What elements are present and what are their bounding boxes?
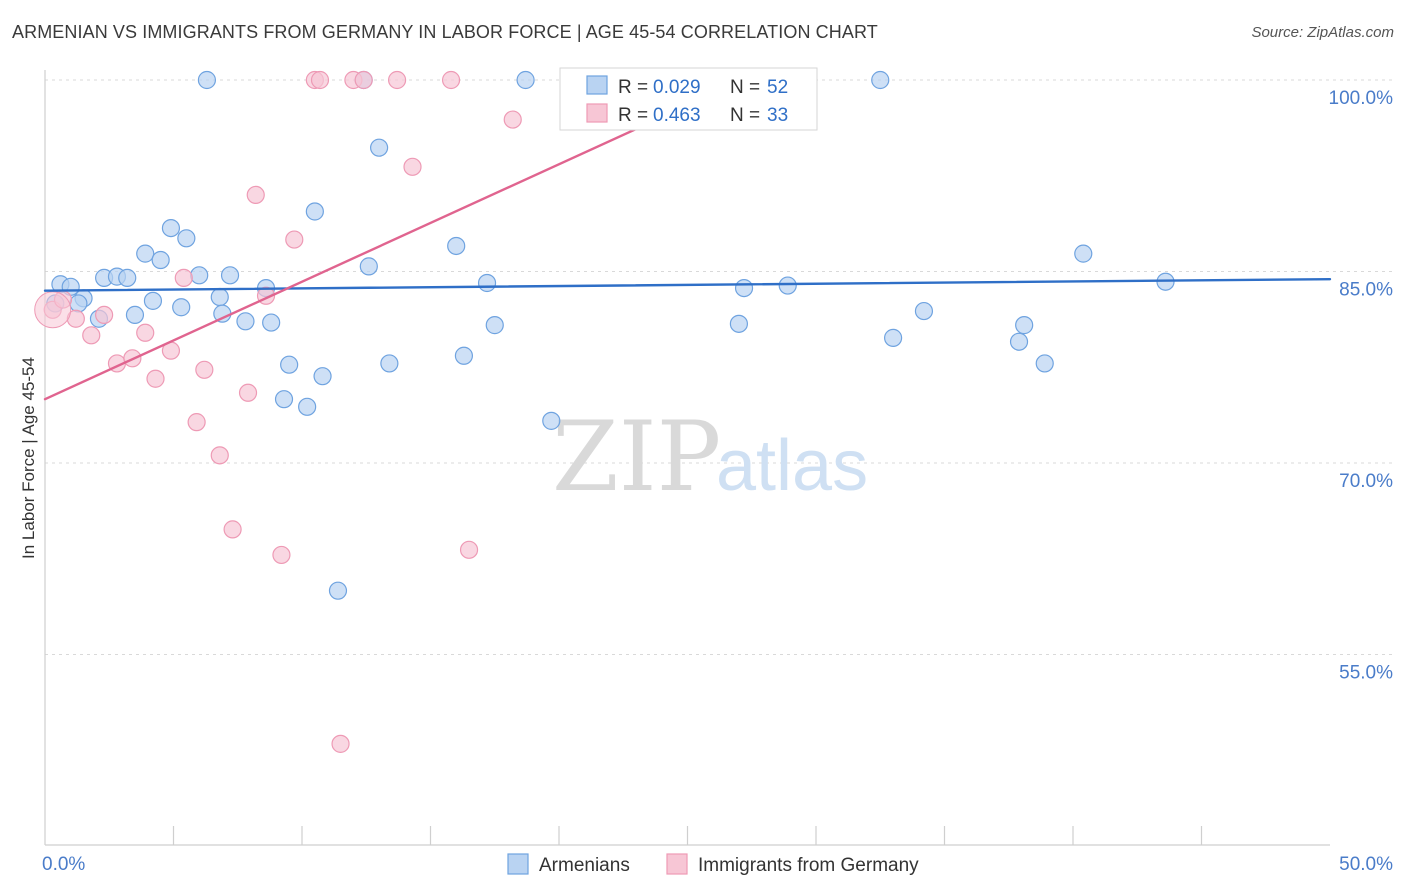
y-tick-label-2: 70.0%	[1339, 471, 1393, 492]
point-germany-15	[238, 383, 258, 402]
point-armenians-47	[1009, 332, 1029, 351]
point-armenians-48	[1015, 316, 1034, 335]
bottom-legend-swatch-armenians	[507, 853, 529, 875]
point-armenians-11	[143, 291, 163, 310]
point-armenians-24	[280, 355, 299, 374]
point-germany-27	[441, 70, 461, 90]
point-armenians-35	[454, 346, 474, 365]
point-armenians-16	[190, 266, 209, 285]
x-tick-label-1: 50.0%	[1339, 854, 1393, 875]
point-armenians-34	[447, 236, 466, 256]
point-germany-10	[174, 268, 193, 287]
point-armenians-20	[220, 266, 240, 285]
point-armenians-27	[305, 202, 324, 221]
point-germany-7	[136, 323, 155, 342]
point-armenians-39	[542, 411, 561, 430]
point-germany-25	[387, 70, 407, 90]
y-axis-title: In Labor Force | Age 45-54	[19, 357, 38, 559]
legend-n-value-armenians: 52	[767, 77, 788, 98]
legend-r-label-armenians: R =	[618, 77, 648, 98]
point-germany-3	[82, 326, 101, 345]
point-germany-11	[187, 413, 206, 432]
point-armenians-9	[125, 305, 145, 325]
y-tick-labels: 100.0% 85.0% 70.0% 55.0%	[1329, 88, 1394, 684]
bottom-legend-label-armenians: Armenians	[539, 855, 630, 876]
point-armenians-36	[477, 273, 497, 293]
watermark-atlas: atlas	[716, 426, 868, 506]
point-armenians-8	[118, 268, 137, 287]
x-tick-labels: 0.0% 50.0%	[42, 854, 1393, 875]
point-armenians-26	[298, 397, 317, 416]
point-armenians-45	[883, 328, 903, 347]
legend-r-value-armenians: 0.029	[653, 77, 701, 98]
legend-r-value-germany: 0.463	[653, 105, 701, 126]
point-armenians-25	[274, 390, 294, 409]
x-ticks	[172, 826, 1203, 845]
point-armenians-23	[262, 313, 281, 332]
point-armenians-44	[871, 70, 890, 90]
point-armenians-12	[151, 250, 170, 270]
series-legend: Armenians Immigrants from Germany	[507, 853, 919, 876]
point-germany-24	[354, 70, 373, 90]
point-germany-cluster	[34, 291, 72, 329]
point-germany-22	[331, 734, 350, 753]
point-germany-19	[285, 230, 304, 249]
point-germany-12	[195, 360, 214, 379]
point-germany-8	[146, 369, 165, 388]
series-armenians-points	[46, 70, 1175, 600]
point-armenians-4	[69, 294, 88, 313]
point-armenians-28	[313, 367, 332, 386]
point-armenians-42	[734, 278, 754, 298]
legend-n-label-armenians: N =	[730, 77, 760, 98]
point-armenians-13	[161, 218, 181, 238]
x-tick-label-0: 0.0%	[42, 854, 85, 875]
point-germany-28	[459, 540, 479, 559]
stats-legend: R = 0.029 N = 52 R = 0.463 N = 33	[559, 67, 818, 131]
point-armenians-18	[210, 287, 229, 307]
point-armenians-29	[328, 581, 348, 600]
point-germany-29	[503, 110, 522, 129]
trend-line-armenians	[43, 277, 1332, 292]
legend-swatch-germany	[586, 103, 608, 123]
source-label: Source: ZipAtlas.com	[1251, 24, 1394, 41]
point-armenians-32	[370, 138, 389, 157]
point-armenians-14	[172, 298, 191, 317]
trend-lines	[43, 104, 1332, 401]
point-armenians-37	[485, 316, 504, 335]
chart-title: ARMENIAN VS IMMIGRANTS FROM GERMANY IN L…	[12, 22, 878, 42]
point-armenians-17	[197, 70, 217, 90]
point-armenians-15	[177, 229, 196, 248]
gridlines	[45, 79, 1392, 655]
point-armenians-21	[236, 312, 255, 331]
trend-line-germany	[43, 104, 689, 401]
y-tick-label-1: 85.0%	[1339, 280, 1393, 301]
bottom-legend-label-germany: Immigrants from Germany	[698, 855, 919, 876]
legend-n-value-germany: 33	[767, 105, 788, 126]
y-tick-label-3: 55.0%	[1339, 663, 1393, 684]
point-armenians-31	[359, 257, 378, 276]
point-armenians-46	[914, 301, 934, 321]
point-armenians-43	[778, 276, 797, 295]
point-armenians-33	[380, 354, 399, 373]
bottom-legend-swatch-germany	[666, 853, 688, 875]
point-armenians-10	[136, 244, 155, 263]
point-armenians-49	[1035, 354, 1054, 373]
point-germany-4	[95, 305, 114, 325]
point-germany-18	[272, 545, 291, 565]
point-germany-16	[246, 185, 265, 204]
point-germany-13	[210, 446, 229, 465]
point-germany-26	[403, 157, 422, 176]
watermark: ZIP atlas	[552, 401, 868, 513]
point-armenians-38	[516, 70, 535, 90]
point-germany-14	[223, 520, 242, 539]
legend-r-label-germany: R =	[618, 105, 648, 126]
watermark-zip: ZIP	[552, 401, 721, 513]
point-germany-21	[310, 70, 330, 90]
y-tick-label-0: 100.0%	[1329, 88, 1394, 109]
legend-n-label-germany: N =	[730, 105, 760, 126]
point-armenians-41	[729, 314, 749, 333]
legend-swatch-armenians	[586, 75, 608, 95]
point-armenians-50	[1074, 244, 1093, 263]
